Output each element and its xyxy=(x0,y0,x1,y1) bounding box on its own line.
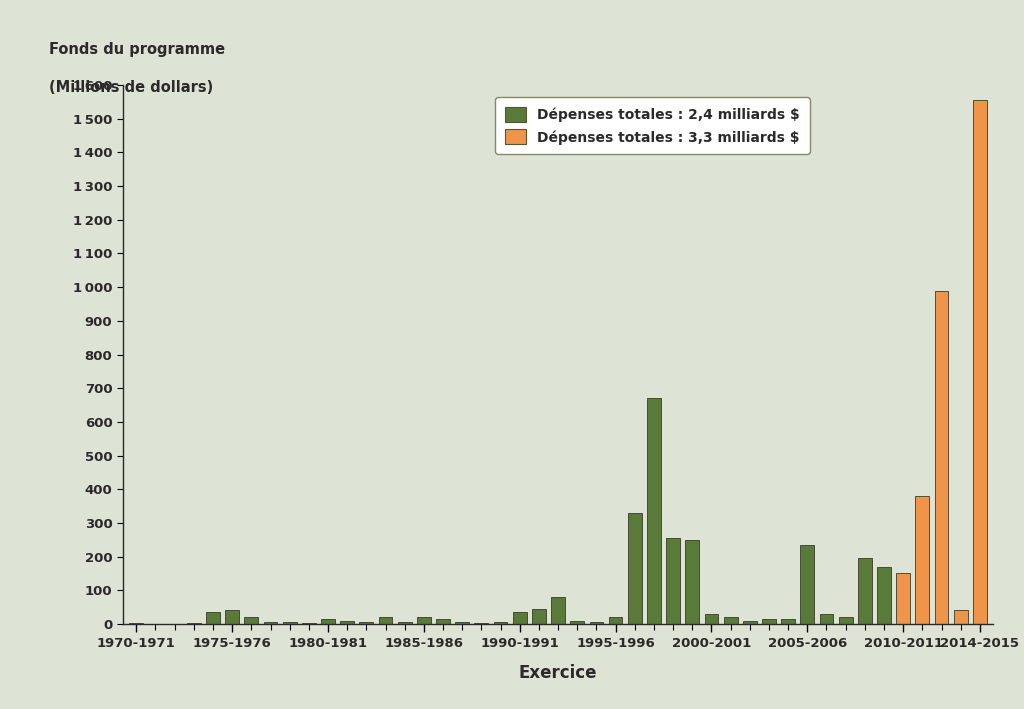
Bar xyxy=(762,619,776,624)
Bar xyxy=(839,617,853,624)
Bar xyxy=(724,617,737,624)
Bar xyxy=(878,566,891,624)
Bar xyxy=(551,597,565,624)
Bar xyxy=(647,398,660,624)
Bar xyxy=(590,623,603,624)
Bar xyxy=(705,614,719,624)
Bar xyxy=(953,610,968,624)
Bar xyxy=(532,609,546,624)
Bar xyxy=(379,617,392,624)
Bar xyxy=(973,100,987,624)
Bar xyxy=(858,558,871,624)
Bar xyxy=(628,513,642,624)
Bar xyxy=(322,619,335,624)
Text: Fonds du programme: Fonds du programme xyxy=(49,42,225,57)
Bar xyxy=(570,620,584,624)
Bar xyxy=(742,620,757,624)
Bar xyxy=(417,617,431,624)
Bar xyxy=(667,538,680,624)
X-axis label: Exercice: Exercice xyxy=(519,664,597,682)
Bar xyxy=(896,574,910,624)
Bar xyxy=(436,619,450,624)
Bar xyxy=(225,610,239,624)
Bar xyxy=(283,623,297,624)
Bar xyxy=(494,623,508,624)
Bar xyxy=(340,620,354,624)
Bar xyxy=(781,619,795,624)
Bar xyxy=(513,612,526,624)
Legend: Dépenses totales : 2,4 milliards $, Dépenses totales : 3,3 milliards $: Dépenses totales : 2,4 milliards $, Dépe… xyxy=(496,97,810,155)
Bar xyxy=(206,612,220,624)
Text: (Millions de dollars): (Millions de dollars) xyxy=(49,79,213,95)
Bar xyxy=(397,623,412,624)
Bar xyxy=(474,623,488,624)
Bar xyxy=(819,614,834,624)
Bar xyxy=(302,623,315,624)
Bar xyxy=(245,617,258,624)
Bar xyxy=(359,622,374,624)
Bar xyxy=(915,496,929,624)
Bar xyxy=(935,291,948,624)
Bar xyxy=(263,623,278,624)
Bar xyxy=(801,545,814,624)
Bar xyxy=(685,540,699,624)
Bar xyxy=(608,617,623,624)
Bar xyxy=(456,623,469,624)
